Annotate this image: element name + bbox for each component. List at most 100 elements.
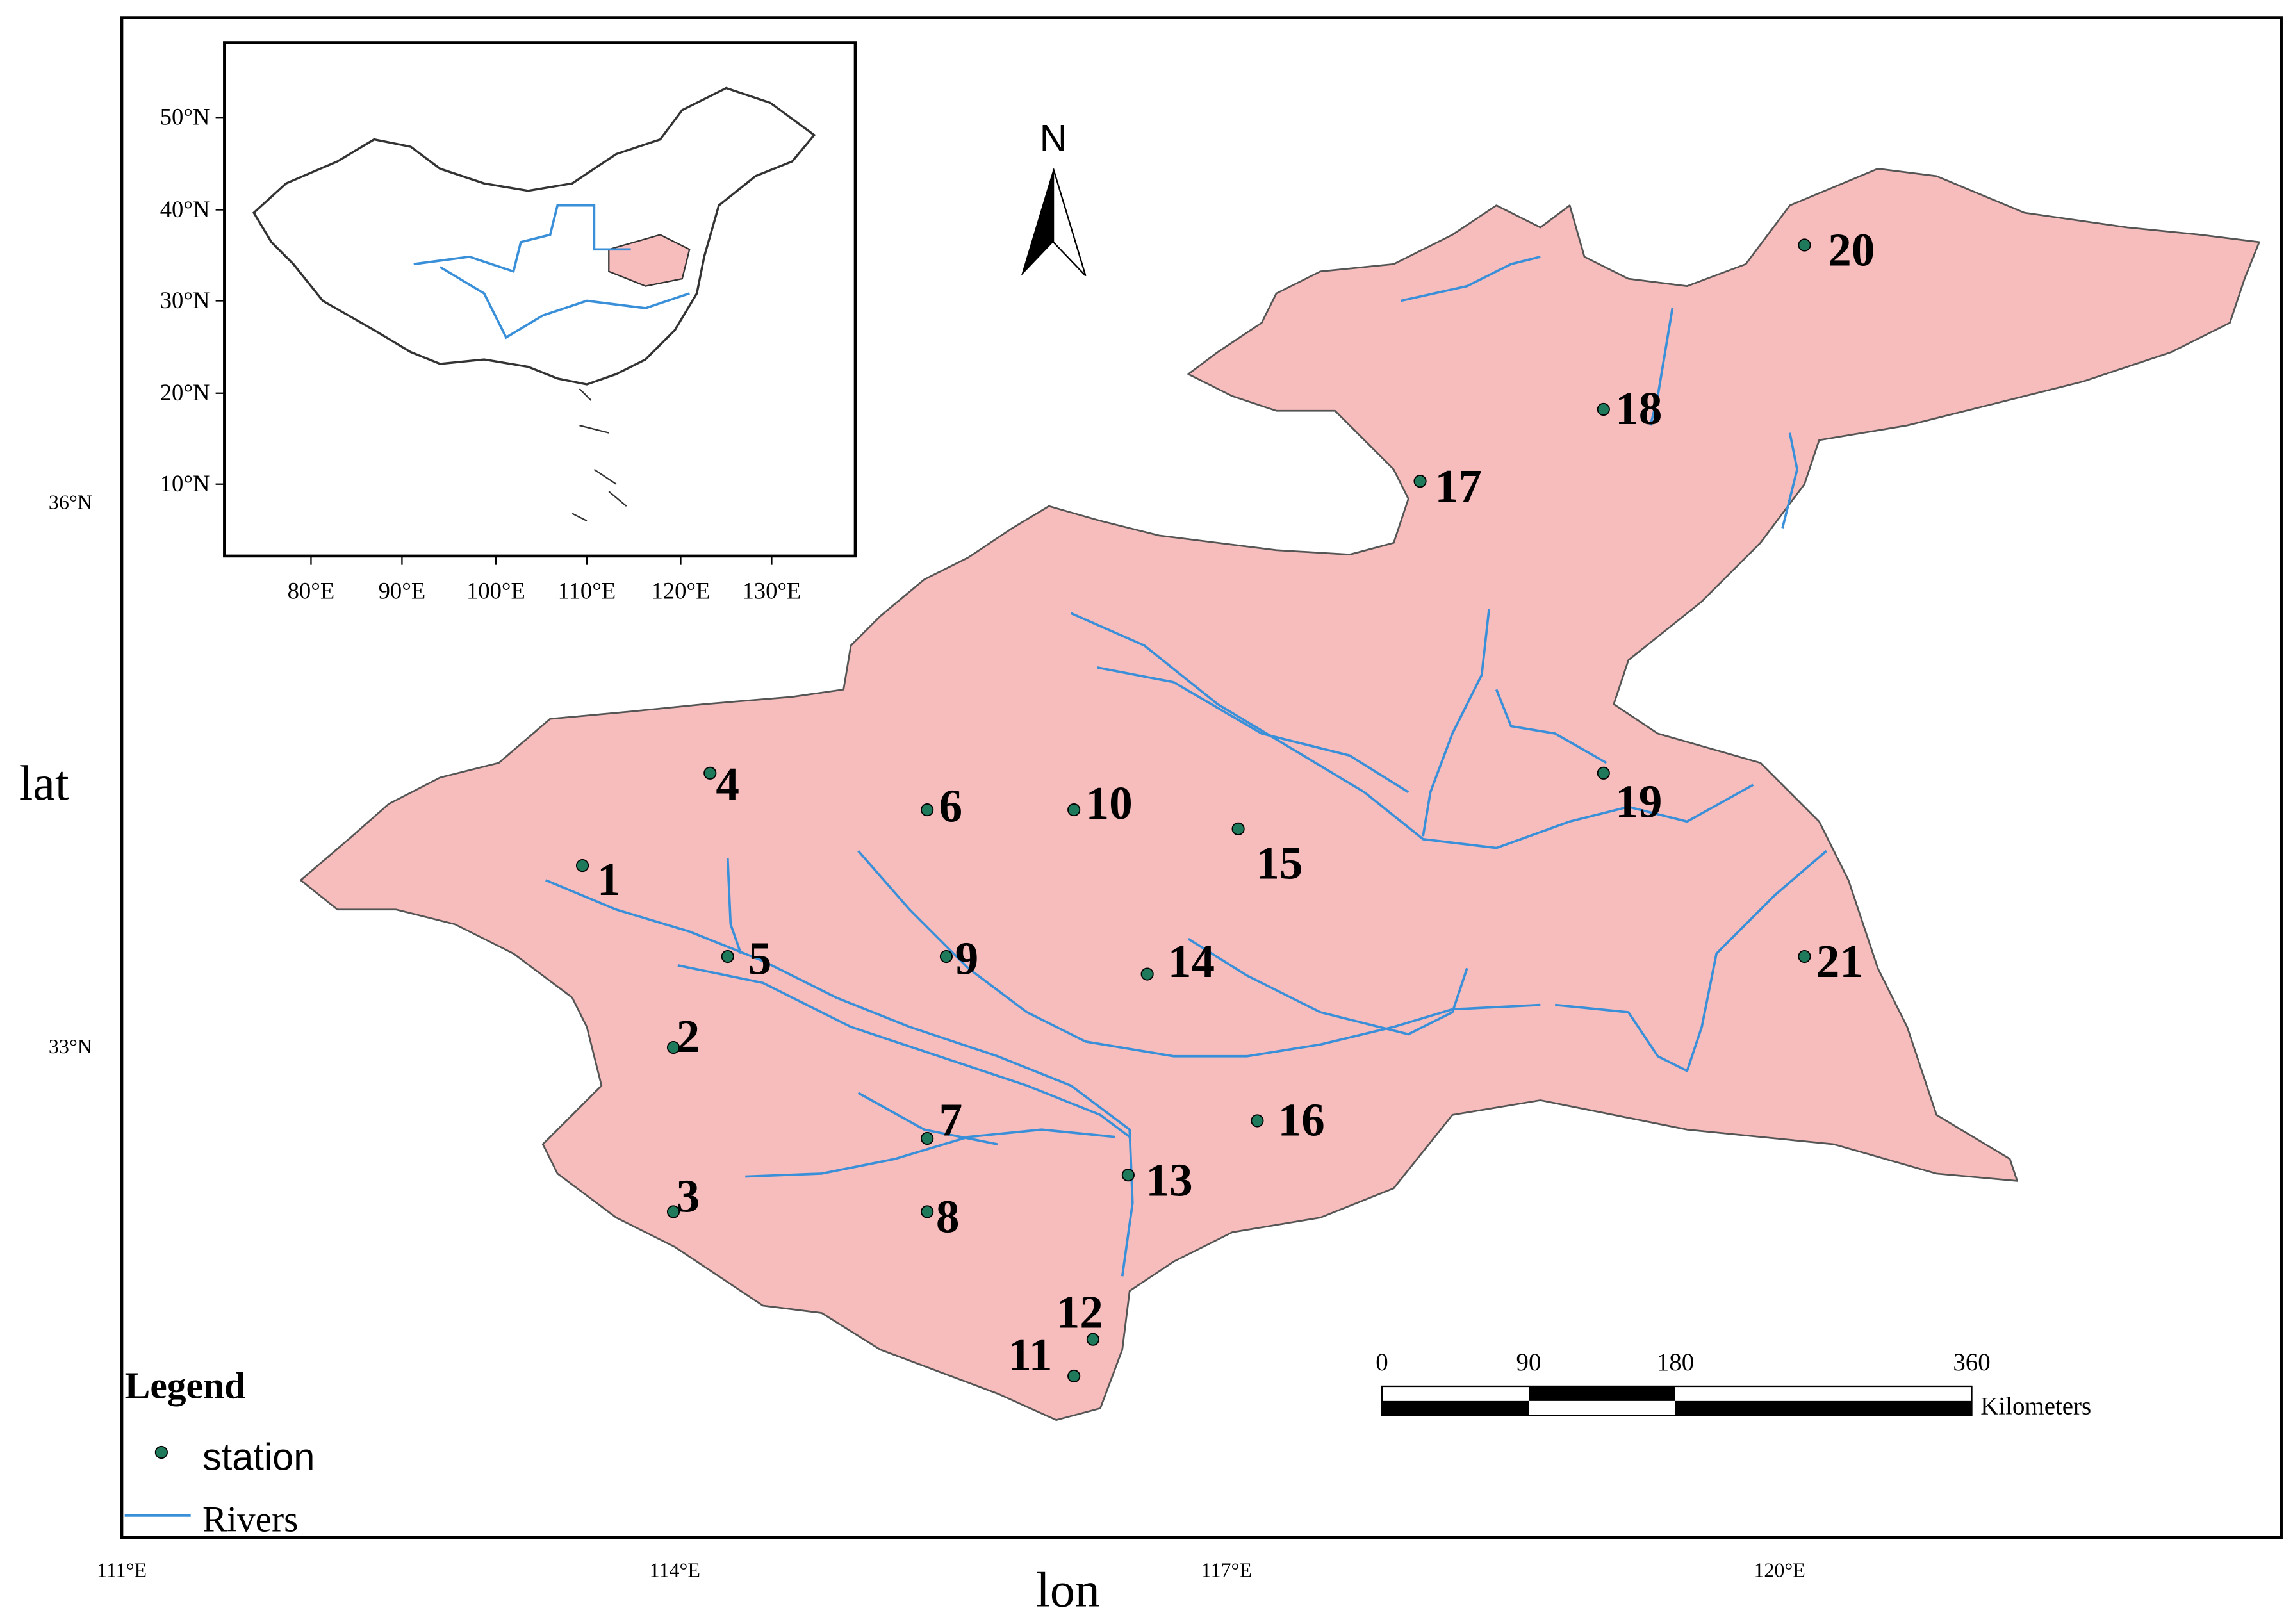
inset-y-tick-label: 30°N <box>160 287 210 313</box>
station-marker <box>1798 949 1811 964</box>
legend-item: station <box>202 1435 315 1478</box>
station-label: 13 <box>1146 1154 1192 1206</box>
station-marker <box>666 1040 680 1054</box>
x-tick-label: 111°E <box>97 1559 147 1582</box>
inset-basin <box>608 234 691 287</box>
rivers <box>545 256 1828 1277</box>
legend-item: Rivers <box>202 1500 298 1540</box>
river <box>1187 938 1468 1036</box>
inset-china <box>252 86 816 386</box>
inset-frame <box>223 41 857 558</box>
station-label: 7 <box>939 1094 962 1145</box>
station-label: 17 <box>1434 460 1481 512</box>
y-tick-label: 36°N <box>49 491 92 514</box>
station-label: 8 <box>936 1191 960 1243</box>
station-marker <box>1086 1333 1099 1346</box>
river <box>726 858 743 955</box>
station-marker <box>1067 803 1081 817</box>
scale-label: 0 <box>1376 1349 1388 1376</box>
x-tick-label: 120°E <box>1754 1559 1805 1582</box>
station-marker <box>1798 238 1811 252</box>
inset-x-tick-label: 130°E <box>742 577 801 603</box>
inset-y-tick-label: 10°N <box>160 470 210 496</box>
inset-y-axis: 50°N 40°N 30°N 20°N 10°N <box>160 104 225 496</box>
river <box>545 879 1134 1277</box>
station-marker <box>666 1205 680 1218</box>
river <box>857 1092 998 1145</box>
inset-y-tick-label: 40°N <box>160 196 210 222</box>
station-marker <box>1140 967 1154 981</box>
scale-label: 180 <box>1657 1349 1694 1376</box>
river <box>1555 849 1828 1073</box>
inset-x-tick-label: 110°E <box>558 577 616 603</box>
station-marker <box>939 949 953 964</box>
inset-y-tick-label: 50°N <box>160 104 210 130</box>
river <box>677 964 1131 1138</box>
inset-river <box>440 266 690 340</box>
station-marker <box>1067 1369 1081 1383</box>
inset-x-tick-label: 80°E <box>288 577 335 603</box>
scale-bar <box>1529 1386 1675 1401</box>
map-frame <box>120 16 2283 1539</box>
station-marker <box>1231 822 1245 835</box>
station-marker <box>1251 1114 1264 1128</box>
station-label: 14 <box>1168 935 1215 987</box>
station-label: 11 <box>1008 1329 1052 1381</box>
inset-y-tick-label: 20°N <box>160 379 210 406</box>
station-label: 15 <box>1256 837 1303 889</box>
station-label: 20 <box>1828 224 1875 276</box>
river <box>1070 612 1754 849</box>
inset-islands <box>571 388 627 521</box>
scale-unit: Kilometers <box>1980 1392 2091 1420</box>
station-label: 19 <box>1615 776 1662 828</box>
river <box>1422 609 1490 837</box>
station-marker <box>703 766 717 780</box>
station-label: 3 <box>677 1170 700 1222</box>
station-label: 21 <box>1816 935 1863 987</box>
x-tick-label: 114°E <box>650 1559 700 1582</box>
y-tick-label: 33°N <box>49 1035 92 1058</box>
north-label: N <box>1040 117 1067 160</box>
inset-river <box>413 204 631 274</box>
scale-bar <box>1382 1400 1529 1416</box>
scale-bar <box>1675 1400 1972 1416</box>
inset-x-tick-label: 90°E <box>379 577 426 603</box>
river <box>745 1128 1115 1178</box>
scale-label: 90 <box>1516 1349 1541 1376</box>
station-label: 16 <box>1278 1094 1324 1145</box>
river <box>1401 256 1541 302</box>
station-marker <box>721 949 734 964</box>
river <box>1781 432 1798 529</box>
basin <box>300 168 2260 1422</box>
station-label: 18 <box>1615 382 1662 434</box>
legend-station-symbol <box>154 1445 168 1459</box>
station-label: 10 <box>1085 777 1132 829</box>
station-marker <box>921 1205 934 1218</box>
station-label: 6 <box>939 780 962 832</box>
station-label: 2 <box>677 1010 700 1062</box>
inset-x-axis: 80°E 90°E 100°E 110°E 120°E 130°E <box>288 555 801 603</box>
north-arrow <box>1052 168 1087 277</box>
station-label: 12 <box>1056 1286 1103 1338</box>
station-marker <box>1597 766 1610 780</box>
inset-x-tick-label: 120°E <box>651 577 710 603</box>
station-label: 1 <box>597 853 621 905</box>
river <box>1097 666 1409 794</box>
station-marker <box>575 859 589 873</box>
station-label: 5 <box>748 933 772 985</box>
x-tick-label: 117°E <box>1201 1559 1252 1582</box>
station-marker <box>1597 402 1610 416</box>
y-axis-label: lat <box>19 755 69 810</box>
river <box>1495 689 1607 764</box>
station-marker <box>921 803 934 817</box>
station-marker <box>1121 1169 1135 1182</box>
x-axis-label: lon <box>1036 1562 1099 1617</box>
station-marker <box>1413 475 1427 488</box>
river <box>1649 308 1674 426</box>
scale-label: 360 <box>1953 1349 1990 1376</box>
station-label: 9 <box>955 933 979 985</box>
axis-ticks: 111°E 114°E 117°E 120°E 33°N 36°N <box>49 491 1805 1582</box>
